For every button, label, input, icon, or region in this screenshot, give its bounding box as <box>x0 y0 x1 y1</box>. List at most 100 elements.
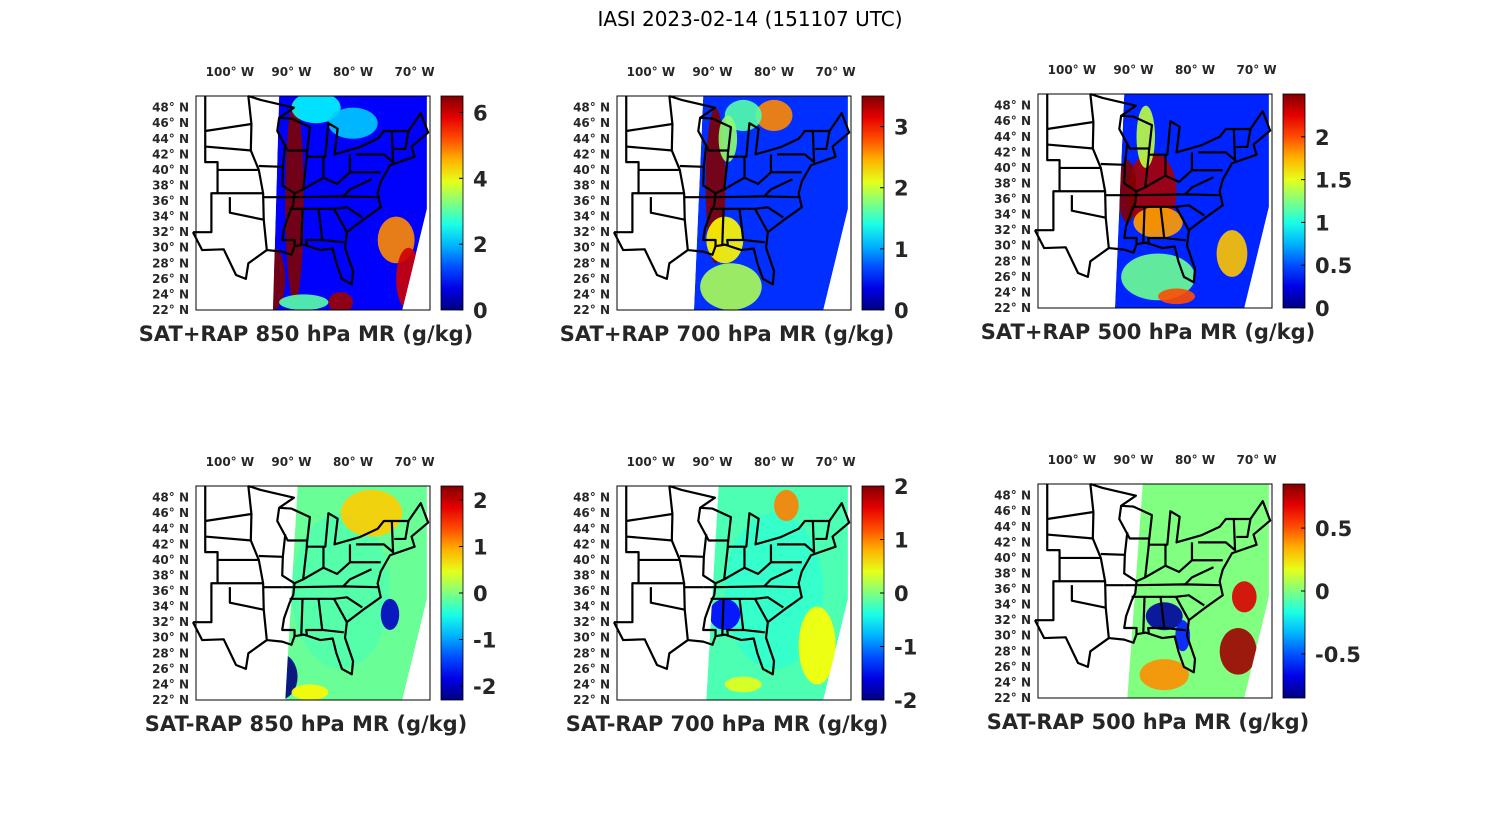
x-tick-label: 100° W <box>1048 63 1096 77</box>
state-border <box>1047 533 1094 540</box>
y-tick-label: 22° N <box>994 301 1031 315</box>
x-tick-label: 90° W <box>692 65 732 79</box>
y-tick-label: 46° N <box>994 504 1031 518</box>
state-border <box>669 94 851 286</box>
y-tick-label: 26° N <box>994 660 1031 674</box>
map-border <box>195 95 431 311</box>
state-border <box>282 585 379 589</box>
chart-svg: 100° W 90° W 80° W 70° W 48° N46° N 44° N42° … <box>981 63 1352 344</box>
y-tick-label: 48° N <box>994 489 1031 503</box>
y-tick-label: 48° N <box>573 101 610 115</box>
y-tick-label: 38° N <box>994 176 1031 190</box>
panel-sat-minus-rap-500: 100° W 90° W 80° W 70° W 48° N 46° N 44° N 42° … <box>962 446 1382 746</box>
state-border <box>763 178 793 198</box>
data-blob <box>340 489 403 537</box>
data-blob <box>291 684 329 700</box>
y-tick-label: 34° N <box>994 208 1031 222</box>
state-border <box>1118 505 1149 540</box>
state-border <box>679 554 704 558</box>
state-border <box>613 96 640 234</box>
state-border <box>670 123 686 220</box>
y-tick-label: 24° N <box>994 675 1031 689</box>
colorbar-tick-label: 1 <box>1315 211 1330 235</box>
data-blob <box>1158 288 1196 305</box>
state-border <box>697 117 728 152</box>
state-border <box>248 94 430 286</box>
state-border <box>669 484 851 676</box>
state-border <box>276 507 307 542</box>
y-tick-label: 22° N <box>573 693 610 707</box>
state-border <box>342 568 372 588</box>
state-border <box>715 171 772 195</box>
y-tick-label: 44° N <box>573 522 610 536</box>
y-tick-label: 44° N <box>994 520 1031 534</box>
state-border <box>1047 143 1094 150</box>
state-border <box>777 130 816 164</box>
state-border <box>348 154 381 174</box>
state-border <box>191 587 268 670</box>
state-border <box>342 178 372 198</box>
x-tick-label: 70° W <box>395 65 435 79</box>
state-border <box>723 546 729 580</box>
y-tick-label: 44° N <box>152 132 189 146</box>
state-border <box>1136 169 1193 193</box>
colorbar <box>440 95 464 311</box>
map-border <box>616 95 852 311</box>
colorbar-tick-label: 2 <box>894 177 909 201</box>
y-tick-label: 40° N <box>152 553 189 567</box>
state-border <box>1118 115 1149 150</box>
colorbar <box>861 95 885 311</box>
y-tick-label: 28° N <box>152 646 189 660</box>
data-blob <box>700 263 762 310</box>
state-border <box>777 520 816 554</box>
state-border <box>192 486 219 624</box>
state-border <box>703 585 800 589</box>
state-border <box>1124 583 1221 587</box>
x-tick-label: 80° W <box>754 455 794 469</box>
state-border <box>1091 121 1107 218</box>
state-border <box>721 208 725 245</box>
state-border <box>815 130 831 151</box>
panel-sat-minus-rap-700: 100° W 90° W 80° W 70° W 48° N 46° N 44° N 42° … <box>541 448 961 748</box>
x-tick-label: 90° W <box>1113 63 1153 77</box>
y-tick-label: 42° N <box>152 147 189 161</box>
y-tick-label: 40° N <box>152 163 189 177</box>
state-border <box>1198 128 1237 162</box>
y-tick-label: 26° N <box>573 662 610 676</box>
x-tick-label: 80° W <box>1175 63 1215 77</box>
y-tick-label: 28° N <box>573 646 610 660</box>
y-tick-label: 46° N <box>573 506 610 520</box>
state-border <box>1034 484 1061 622</box>
state-border <box>612 587 689 670</box>
y-tick-label: 38° N <box>573 178 610 192</box>
y-tick-label: 30° N <box>994 239 1031 253</box>
state-border <box>763 568 793 588</box>
y-tick-label: 24° N <box>152 287 189 301</box>
y-tick-label: 24° N <box>152 677 189 691</box>
state-border <box>302 546 308 580</box>
y-tick-label: 32° N <box>152 615 189 629</box>
state-border <box>1184 176 1214 196</box>
x-tick-label: 90° W <box>1113 453 1153 467</box>
y-tick-label: 24° N <box>573 287 610 301</box>
state-border <box>1164 236 1186 242</box>
y-tick-label: 38° N <box>152 178 189 192</box>
y-tick-label: 26° N <box>152 662 189 676</box>
colorbar-tick-label: -0.5 <box>1315 643 1361 667</box>
state-border <box>697 507 728 542</box>
panel-sat-minus-rap-850: 100° W 90° W 80° W 70° W 48° N 46° N 44° N 42° … <box>120 448 540 748</box>
colorbar-tick-label: 1.5 <box>1315 169 1352 193</box>
data-blob <box>724 676 762 693</box>
state-border <box>300 208 304 245</box>
y-tick-label: 40° N <box>994 161 1031 175</box>
data-blob <box>755 99 793 132</box>
x-tick-label: 70° W <box>816 65 856 79</box>
y-tick-label: 36° N <box>573 584 610 598</box>
y-tick-label: 42° N <box>152 537 189 551</box>
y-tick-label: 38° N <box>152 568 189 582</box>
colorbar-tick-label: -1 <box>894 636 917 660</box>
y-tick-label: 30° N <box>152 631 189 645</box>
y-tick-label: 32° N <box>573 615 610 629</box>
colorbar-tick-label: 0 <box>473 582 488 606</box>
data-swath <box>706 486 848 700</box>
